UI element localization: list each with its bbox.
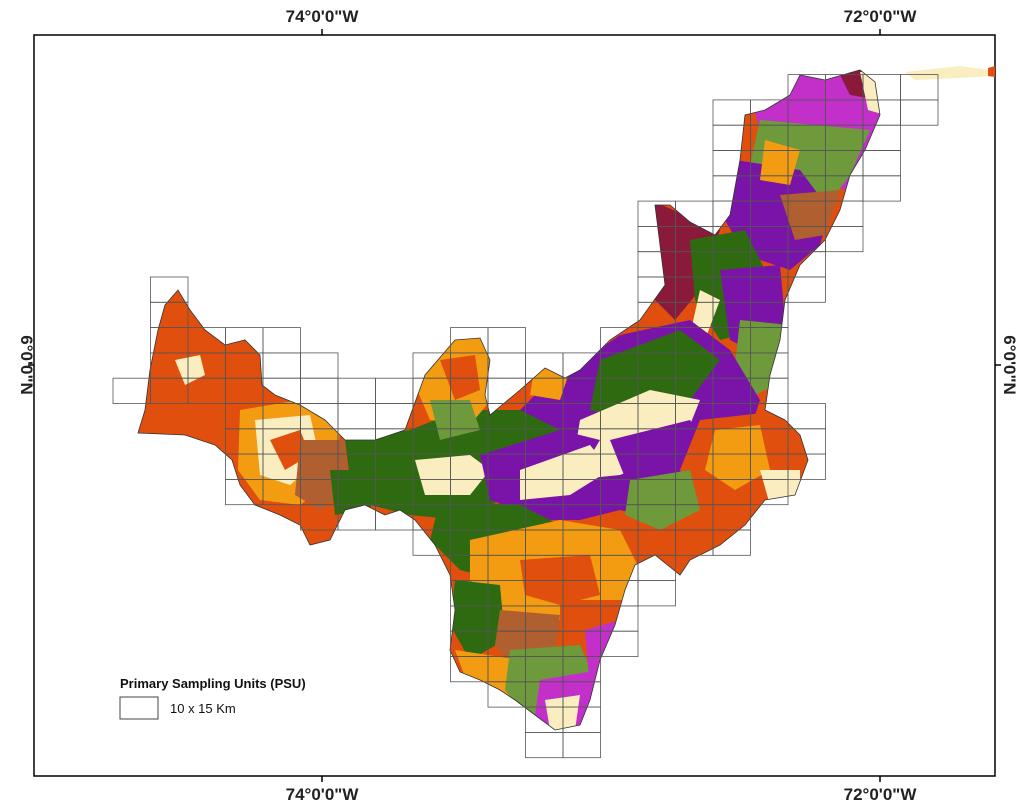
left-lat-label-6n: 6°0'0"N bbox=[17, 335, 36, 395]
legend-psu-label: 10 x 15 Km bbox=[170, 701, 236, 716]
psu-grid bbox=[112, 74, 939, 759]
graticule-ticks bbox=[28, 29, 1001, 782]
psu-cell bbox=[750, 478, 789, 506]
land-fragment-northeast bbox=[905, 66, 993, 80]
psu-cell bbox=[862, 175, 901, 202]
psu-cell bbox=[712, 529, 751, 556]
land-fragment-edge bbox=[988, 66, 995, 77]
legend: Primary Sampling Units (PSU) 10 x 15 Km bbox=[119, 676, 306, 720]
top-lon-label-74w: 74°0'0"W bbox=[286, 7, 360, 26]
bottom-lon-label-74w: 74°0'0"W bbox=[286, 785, 360, 804]
region-outline bbox=[137, 69, 881, 731]
psu-cell bbox=[562, 732, 601, 759]
psu-cell bbox=[787, 276, 826, 303]
psu-cell bbox=[787, 453, 826, 480]
legend-psu-swatch bbox=[119, 696, 159, 720]
psu-cell bbox=[600, 630, 639, 657]
psu-cell bbox=[900, 99, 939, 126]
top-lon-label-72w: 72°0'0"W bbox=[844, 7, 918, 26]
right-lat-label-6n: 6°0'0"N bbox=[1000, 335, 1019, 395]
psu-cell bbox=[637, 580, 676, 607]
bottom-lon-label-72w: 72°0'0"W bbox=[844, 785, 918, 804]
legend-title: Primary Sampling Units (PSU) bbox=[120, 676, 306, 691]
psu-cell bbox=[825, 225, 864, 253]
